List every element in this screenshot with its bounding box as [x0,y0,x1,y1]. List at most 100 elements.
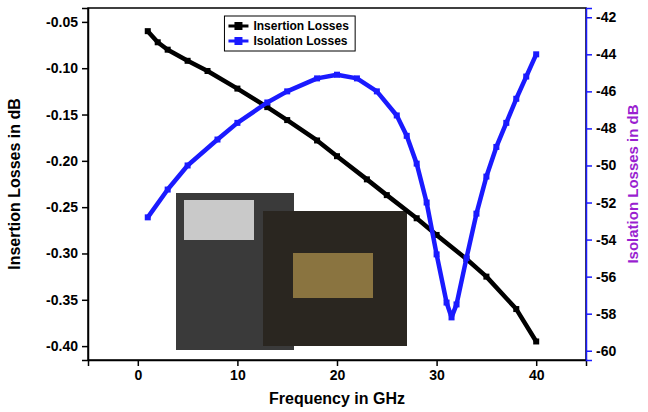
marker [165,187,171,193]
tick-mark [586,313,592,315]
marker [444,300,450,306]
tick-label: -44 [596,46,616,62]
tick: -0.30 [46,245,88,261]
marker [483,174,489,180]
tick: -48 [586,120,616,136]
legend-entry: Isolation Losses [228,34,347,48]
marker [513,96,519,102]
tick-mark [82,253,88,255]
marker [145,214,151,220]
tick-label: 0 [134,367,142,383]
marker [334,153,340,159]
tick-label: -52 [596,195,616,211]
marker [454,301,460,307]
marker [364,176,370,182]
marker [473,211,479,217]
tick: -44 [586,46,616,62]
marker [354,75,360,81]
tick-mark [586,239,592,241]
tick: -0.05 [46,14,88,30]
marker [374,88,380,94]
tick-mark [82,207,88,209]
tick-label: -46 [596,83,616,99]
tick: -56 [586,269,616,285]
tick: -50 [586,157,616,173]
photo-probes [293,253,373,298]
tick: 10 [230,360,246,383]
tick-label: -0.15 [46,107,78,123]
marker [214,137,220,143]
marker [394,112,400,118]
legend-label: Insertion Losses [253,19,349,33]
tick-mark [82,22,88,24]
tick: -42 [586,9,616,25]
tick-mark [138,360,140,366]
marker [513,306,519,312]
y-axis-title: Insertion Losses in dB [6,98,23,270]
tick-label: -0.10 [46,60,78,76]
y2-axis-title: Isolation Losses in dB [624,104,641,263]
tick-mark [237,360,239,366]
tick: -0.15 [46,107,88,123]
series-line [148,31,536,341]
tick-mark [82,300,88,302]
legend-marker [234,37,242,45]
tick-label: -60 [596,343,616,359]
tick-label: -0.25 [46,199,78,215]
tick-label: 40 [529,367,545,383]
tick-label: 30 [429,367,445,383]
plot: 0 10 20 30 40 -0.05 -0.10 -0.15 -0.20 -0.25 -0.30 -… [46,8,616,383]
marker [264,99,270,105]
tick-label: -56 [596,269,616,285]
tick-label: -0.20 [46,153,78,169]
tick-label: -42 [596,9,616,25]
plot-frame [88,8,586,360]
tick-mark [586,350,592,352]
tick: -54 [586,232,616,248]
axis-line [82,9,89,361]
y2-axis: -60 -58 -56 -54 -52 -50 -48 -46 -44 -42 [586,9,616,361]
legend-label: Isolation Losses [253,34,347,48]
tick-mark [82,161,88,163]
marker [483,274,489,280]
tick: -0.35 [46,292,88,308]
marker [463,255,469,261]
tick: 40 [529,360,545,383]
marker [493,144,499,150]
tick-mark [536,360,538,366]
legend: Insertion LossesIsolation Losses [224,16,355,51]
tick: -0.40 [46,338,88,354]
marker [185,162,191,168]
tick-mark [586,202,592,204]
tick-mark [82,114,88,116]
marker [533,51,539,57]
marker [414,215,420,221]
tick-label: -50 [596,157,616,173]
tick-mark [586,165,592,167]
tick: -60 [586,343,616,359]
marker [449,314,455,320]
tick: -0.10 [46,60,88,76]
chart: 0 10 20 30 40 -0.05 -0.10 -0.15 -0.20 -0.25 -0.30 -… [0,0,648,412]
tick: 0 [134,360,142,383]
marker [314,75,320,81]
marker [404,133,410,139]
tick-label: -0.35 [46,292,78,308]
marker [334,72,340,78]
tick: -0.25 [46,199,88,215]
tick-mark [586,128,592,130]
marker [234,120,240,126]
tick-label: -54 [596,232,616,248]
x-axis-title: Frequency in GHz [269,390,405,407]
tick: 30 [429,360,445,383]
marker [434,251,440,257]
photo-right [263,211,407,346]
marker [414,161,420,167]
marker [165,47,171,53]
series-group [145,28,539,344]
marker [314,137,320,143]
tick-label: 20 [330,367,346,383]
tick-label: -58 [596,306,616,322]
inset-photo [176,193,407,350]
axis-line [89,361,587,367]
